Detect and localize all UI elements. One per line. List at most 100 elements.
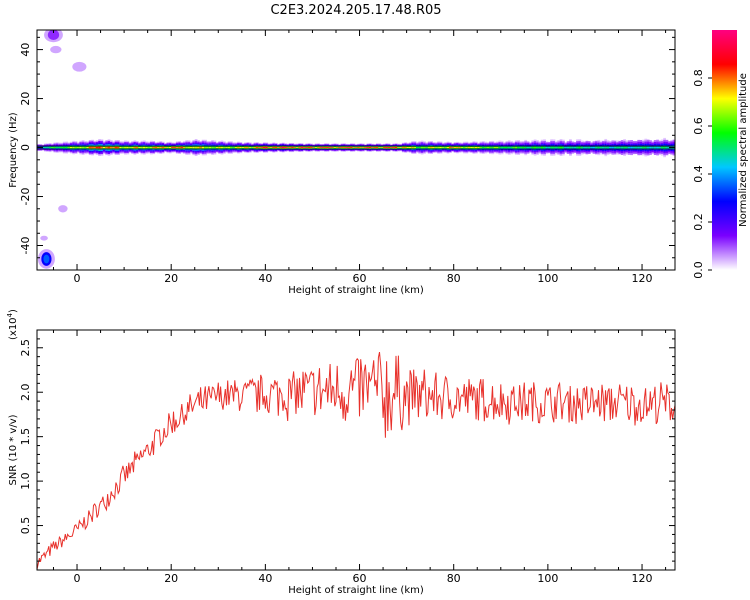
snr-y-ticks: 0.5 1.0 1.5 2.0 2.5 [19, 338, 675, 562]
spectrogram-cell [255, 147, 259, 149]
spectrogram-cell [312, 147, 316, 148]
spectrogram-cell [453, 147, 457, 149]
spectrogram-cell [639, 146, 643, 149]
spectrogram-cell [569, 146, 572, 149]
spectrogram-cell [328, 147, 332, 148]
y-tick-label: 0.5 [19, 517, 32, 535]
spectrogram-cell [295, 147, 299, 148]
spectrogram-cell [88, 146, 92, 149]
spectrogram-cell [354, 147, 358, 148]
x-tick-label: 0 [74, 572, 81, 585]
spectrogram-cell [472, 146, 476, 149]
spectrogram-blob [72, 61, 87, 72]
spectrogram-cell [347, 147, 351, 148]
spectrogram-panel: 0 20 40 60 80 100 120 -40 -20 0 20 40 Height of st… [8, 29, 676, 296]
colorbar-tick-label: 0.0 [692, 261, 705, 279]
spectrogram-cell [571, 146, 575, 149]
snr-panel: 0 20 40 60 80 100 120 0.5 1.0 1.5 2.0 2.5 Height o… [6, 309, 676, 596]
spectrogram-cell [510, 146, 513, 149]
spectrogram-cell [434, 147, 438, 149]
spectrogram-cell [592, 146, 596, 149]
spectrogram-cell [564, 146, 568, 149]
spectrogram-cell [55, 147, 59, 149]
spectrogram-cell [496, 146, 499, 149]
spectrogram-cell [253, 147, 257, 149]
spectrogram-cell [267, 147, 271, 148]
spectrogram-cell [241, 147, 245, 148]
spectrogram-cell [604, 146, 608, 149]
spectrogram-cell [265, 147, 269, 149]
spectrogram-cell [590, 146, 594, 149]
spectrogram-cell [173, 147, 177, 149]
spectrogram-cell [324, 147, 327, 148]
spectrogram-cell [505, 146, 509, 149]
spectrogram-cell [46, 147, 50, 149]
spectrogram-cell [561, 146, 565, 149]
snr-y-multiplier-base: (x10 [8, 317, 19, 340]
spectrogram-marks [37, 30, 675, 269]
spectrogram-cell [547, 146, 551, 149]
spectrogram-cell [437, 146, 440, 149]
spectrogram-cell [77, 147, 80, 149]
spectrogram-cell [458, 147, 462, 149]
figure-title: C2E3.2024.205.17.48.R05 [270, 3, 441, 18]
spectrogram-cell [237, 146, 240, 149]
spectrogram-cell [484, 146, 488, 149]
spectrogram-cell [599, 146, 603, 149]
spectrogram-cell [656, 146, 659, 149]
spectrogram-cell [378, 147, 382, 148]
spectrogram-cell [465, 146, 469, 149]
spectrogram-cell [286, 147, 290, 148]
spectrogram-cell [634, 146, 638, 149]
spectrogram-cell [477, 147, 480, 149]
spectrogram-cell [649, 146, 652, 149]
spectrogram-cell [182, 146, 186, 149]
spectrogram-cell [93, 146, 97, 149]
spectrogram-cell [133, 146, 137, 149]
spectrogram-cell [373, 147, 377, 148]
spectrogram-cell [319, 147, 323, 148]
spectrogram-cell [72, 146, 76, 149]
spectrogram-cell [491, 146, 495, 149]
spectrogram-cell [543, 146, 546, 149]
spectrogram-cell [467, 147, 471, 149]
spectrogram-cell [138, 147, 141, 149]
spectrogram-cell [630, 146, 634, 149]
spectrogram-cell [503, 147, 506, 149]
spectrogram-cell [201, 146, 205, 149]
spectrogram-cell [142, 146, 146, 149]
spectrogram-cell [84, 146, 87, 149]
snr-x-axis-label: Height of straight line (km) [288, 585, 424, 596]
spectrogram-cell [486, 147, 490, 149]
spectrogram-cell [197, 146, 200, 149]
spectrogram-cell [394, 147, 398, 148]
spectrogram-cell [368, 147, 372, 148]
spectrogram-cell [390, 147, 393, 148]
spectrogram-cell [376, 147, 379, 148]
spectrogram-cell [213, 146, 217, 149]
spectrogram-cell [479, 146, 483, 149]
spectrogram-cell [232, 147, 236, 149]
spectrogram-cell [550, 146, 553, 149]
spectrogram-cell [171, 147, 174, 149]
spectrogram-cell [248, 147, 252, 149]
spectrogram-cell [451, 147, 455, 148]
x-tick-label: 80 [447, 272, 461, 285]
spectrogram-cell [48, 147, 52, 149]
spectrogram-cell [460, 147, 464, 149]
spectrogram-cell [536, 146, 539, 149]
spectrogram-cells [37, 30, 675, 269]
y-tick-label: 2.5 [19, 339, 32, 357]
spectrogram-blob [58, 205, 68, 213]
x-tick-label: 40 [258, 272, 272, 285]
spectrogram-cell [446, 146, 450, 149]
spectrogram-cell [642, 146, 645, 149]
spectrogram-cell [651, 146, 655, 149]
spectrogram-cell [364, 147, 367, 148]
spectrogram-cell [227, 146, 231, 149]
spectrogram-cell [317, 147, 320, 148]
spectrogram-cell [609, 146, 612, 149]
spectrogram-cell [366, 147, 370, 148]
snr-series-line [37, 352, 675, 570]
